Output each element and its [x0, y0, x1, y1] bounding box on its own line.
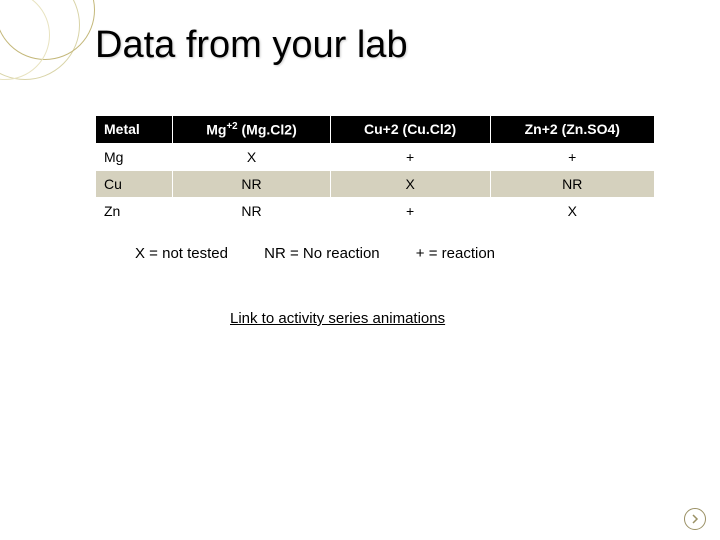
legend: X = not tested NR = No reaction + = reac…	[135, 245, 527, 262]
legend-nr: NR = No reaction	[264, 245, 379, 262]
cell-value: +	[490, 143, 654, 170]
cell-value: +	[330, 197, 490, 224]
col-cu: Cu+2 (Cu.Cl2)	[330, 116, 490, 144]
col-zn: Zn+2 (Zn.SO4)	[490, 116, 654, 144]
table-header-row: Metal Mg+2 (Mg.Cl2) Cu+2 (Cu.Cl2) Zn+2 (…	[96, 116, 655, 144]
cell-value: X	[173, 143, 330, 170]
cell-value: +	[330, 143, 490, 170]
table-row: Mg X + +	[96, 143, 655, 170]
cell-value: X	[330, 170, 490, 197]
corner-decoration	[0, 0, 110, 110]
cell-value: NR	[173, 197, 330, 224]
cell-value: X	[490, 197, 654, 224]
col-metal: Metal	[96, 116, 173, 144]
legend-x: X = not tested	[135, 245, 228, 262]
cell-metal: Cu	[96, 170, 173, 197]
data-table-container: Metal Mg+2 (Mg.Cl2) Cu+2 (Cu.Cl2) Zn+2 (…	[95, 115, 655, 225]
page-title: Data from your lab	[95, 24, 408, 67]
table-row: Zn NR + X	[96, 197, 655, 224]
cell-metal: Zn	[96, 197, 173, 224]
next-slide-button[interactable]	[684, 508, 706, 530]
activity-series-link[interactable]: Link to activity series animations	[230, 310, 445, 327]
chevron-right-icon	[690, 514, 700, 524]
cell-value: NR	[173, 170, 330, 197]
cell-metal: Mg	[96, 143, 173, 170]
data-table: Metal Mg+2 (Mg.Cl2) Cu+2 (Cu.Cl2) Zn+2 (…	[95, 115, 655, 225]
table-row: Cu NR X NR	[96, 170, 655, 197]
cell-value: NR	[490, 170, 654, 197]
legend-plus: + = reaction	[416, 245, 495, 262]
col-mg: Mg+2 (Mg.Cl2)	[173, 116, 330, 144]
